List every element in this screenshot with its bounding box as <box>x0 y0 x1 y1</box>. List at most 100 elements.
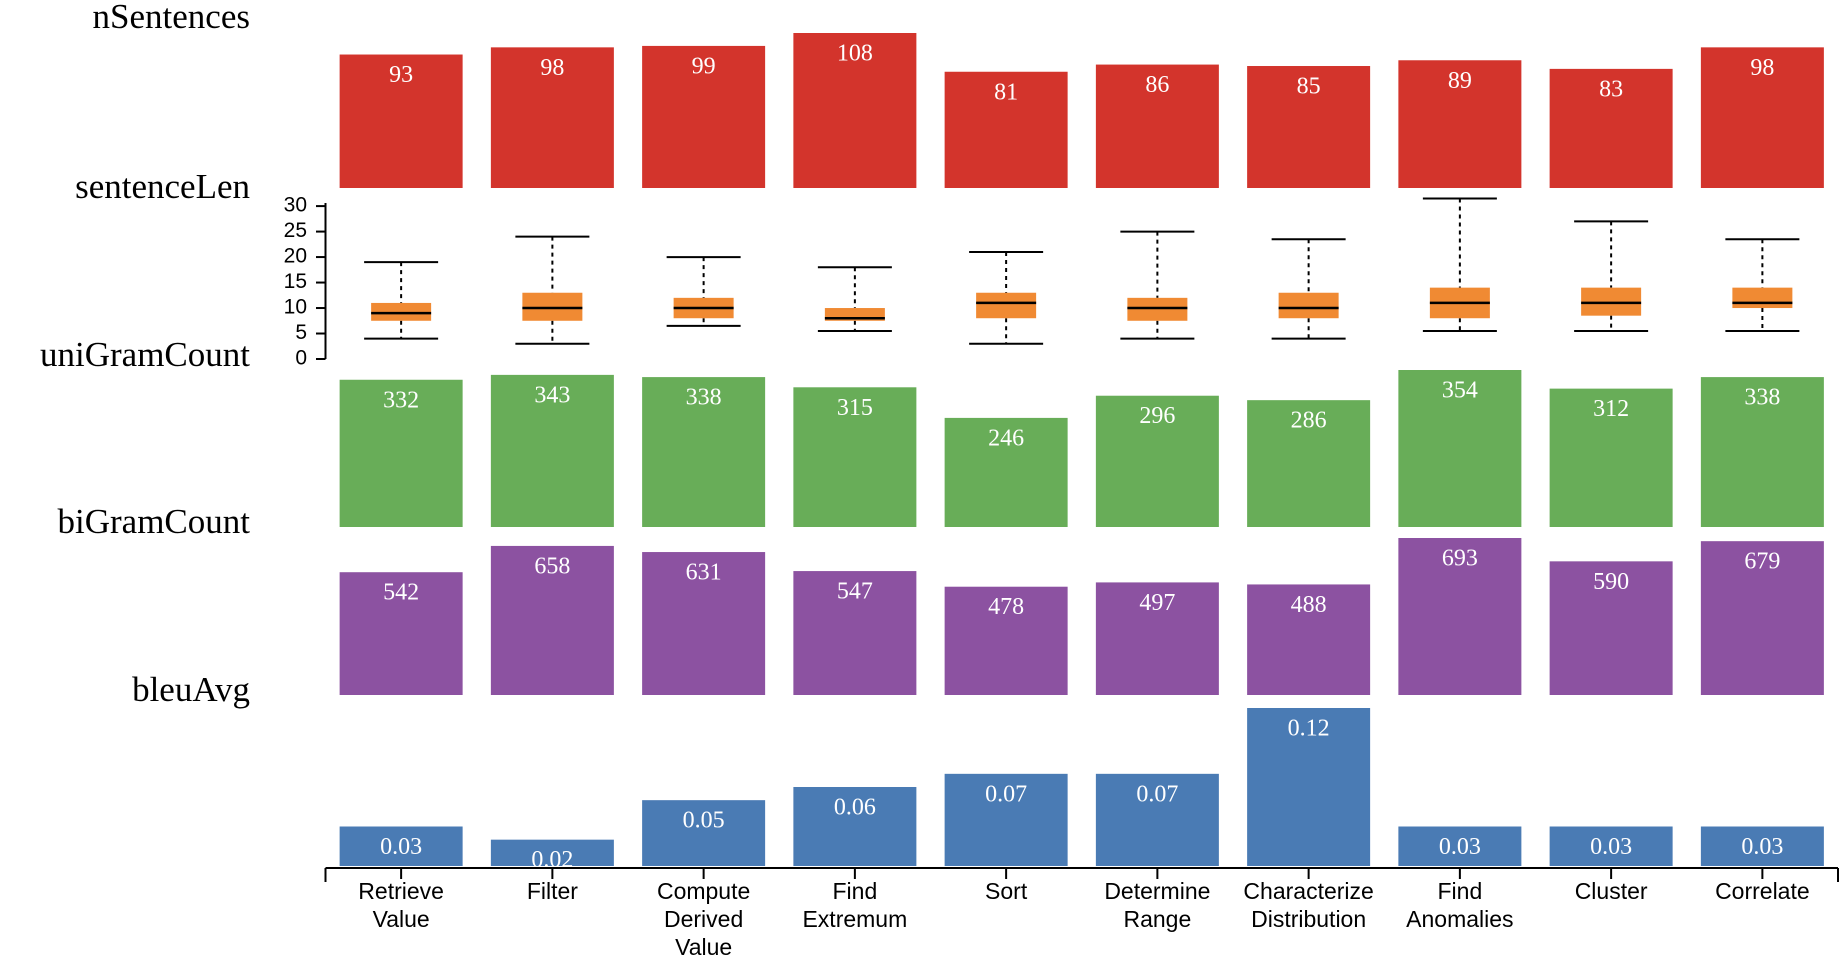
biGramCount-bar-5 <box>1095 582 1219 695</box>
sentenceLen-y-tick-label-1: 5 <box>295 321 307 344</box>
x-tick-label-line: Retrieve <box>358 878 444 904</box>
sentenceLen-iqr-box-6 <box>1278 292 1339 319</box>
bleuAvg-bar-1 <box>490 839 614 866</box>
uniGramCount-value-label-3: 315 <box>837 395 873 421</box>
sentenceLen-iqr-box-8 <box>1581 287 1642 316</box>
sentenceLen-y-tick-label-2: 10 <box>284 296 307 319</box>
nSentences-value-label-0: 93 <box>389 62 413 88</box>
panel-title-biGramCount: biGramCount <box>58 502 251 541</box>
sentenceLen-box-8 <box>1574 220 1649 332</box>
biGramCount-bar-0 <box>339 572 463 695</box>
nSentences-value-label-2: 99 <box>692 53 716 79</box>
nSentences-bar-8 <box>1549 68 1673 188</box>
bleuAvg-bar-9 <box>1700 826 1824 866</box>
bleuAvg-bar-5 <box>1095 773 1219 866</box>
bleuAvg-value-label-8: 0.03 <box>1590 834 1632 860</box>
biGramCount-value-label-0: 542 <box>383 580 419 606</box>
biGramCount-value-label-9: 679 <box>1744 549 1780 575</box>
nSentences-bar-2 <box>642 45 766 188</box>
sentenceLen-y-tick-label-0: 0 <box>295 347 307 370</box>
x-tick-label-5: Determine Range <box>1104 878 1210 932</box>
sentenceLen-box-1 <box>515 235 590 345</box>
biGramCount-bar-3 <box>793 571 917 695</box>
x-tick-label-line: Sort <box>985 878 1028 904</box>
sentenceLen-y-tick-label-3: 15 <box>284 270 307 293</box>
biGramCount-value-label-4: 478 <box>988 594 1024 620</box>
nSentences-bar-4 <box>944 71 1068 188</box>
x-tick-label-line: Range <box>1123 906 1191 932</box>
x-tick-label-line: Anomalies <box>1406 906 1513 932</box>
biGramCount-bar-2 <box>642 552 766 695</box>
x-tick-label-line: Find <box>1438 878 1483 904</box>
biGramCount-bar-4 <box>944 586 1068 695</box>
panel-title-nSentences: nSentences <box>93 0 250 36</box>
panel-title-uniGramCount: uniGramCount <box>40 335 250 374</box>
sentenceLen-y-tick-label-6: 30 <box>284 194 307 217</box>
x-tick-label-0: Retrieve Value <box>358 878 444 932</box>
x-tick-label-3: Find Extremum <box>802 878 907 932</box>
biGramCount-value-label-1: 658 <box>534 553 570 579</box>
bleuAvg-value-label-0: 0.03 <box>380 834 422 860</box>
sentenceLen-iqr-box-0 <box>371 302 432 321</box>
biGramCount-value-label-8: 590 <box>1593 569 1629 595</box>
biGramCount-value-label-3: 547 <box>837 579 873 605</box>
nSentences-bar-0 <box>339 54 463 189</box>
panel-title-sentenceLen: sentenceLen <box>75 167 250 206</box>
x-tick-label-9: Correlate <box>1715 878 1810 904</box>
panel-title-bleuAvg: bleuAvg <box>132 670 250 709</box>
bleuAvg-value-label-5: 0.07 <box>1136 781 1178 807</box>
nSentences-bar-7 <box>1398 60 1522 188</box>
bleuAvg-value-label-9: 0.03 <box>1741 834 1783 860</box>
biGramCount-bar-1 <box>490 545 614 695</box>
uniGramCount-value-label-5: 296 <box>1139 403 1175 429</box>
uniGramCount-bar-0 <box>339 379 463 527</box>
sentenceLen-box-7 <box>1422 197 1497 332</box>
nSentences-value-label-6: 85 <box>1297 74 1321 100</box>
uniGramCount-bar-3 <box>793 387 917 527</box>
x-tick-label-2: Compute Derived Value <box>657 878 750 960</box>
nSentences-bar-6 <box>1247 66 1371 188</box>
x-tick-label-line: Cluster <box>1575 878 1648 904</box>
bleuAvg-value-label-3: 0.06 <box>834 795 876 821</box>
x-tick-label-line: Filter <box>527 878 578 904</box>
uniGramCount-value-label-9: 338 <box>1744 385 1780 411</box>
x-tick-label-line: Distribution <box>1251 906 1366 932</box>
biGramCount-value-label-2: 631 <box>686 560 722 586</box>
uniGramCount-value-label-8: 312 <box>1593 396 1629 422</box>
nSentences-bar-3 <box>793 33 917 188</box>
nSentences-value-label-3: 108 <box>837 41 873 67</box>
bleuAvg-value-label-7: 0.03 <box>1439 834 1481 860</box>
uniGramCount-bar-1 <box>490 374 614 527</box>
sentenceLen-box-3 <box>817 266 892 332</box>
x-tick-label-line: Compute <box>657 878 750 904</box>
x-tick-label-8: Cluster <box>1575 878 1648 904</box>
nSentences-bar-5 <box>1095 64 1219 188</box>
nSentences-value-label-1: 98 <box>540 55 564 81</box>
sentenceLen-box-0 <box>364 261 439 340</box>
uniGramCount-value-label-7: 354 <box>1442 378 1478 404</box>
x-tick-label-line: Extremum <box>802 906 907 932</box>
sentenceLen-iqr-box-5 <box>1127 297 1188 321</box>
sentenceLen-y-tick-label-4: 20 <box>284 245 307 268</box>
bleuAvg-value-label-6: 0.12 <box>1288 716 1330 742</box>
biGramCount-bar-8 <box>1549 561 1673 695</box>
sentenceLen-box-9 <box>1725 238 1800 332</box>
nSentences-value-label-5: 86 <box>1145 72 1169 98</box>
nSentences-bar-1 <box>490 47 614 188</box>
bleuAvg-bar-8 <box>1549 826 1673 866</box>
uniGramCount-value-label-1: 343 <box>534 382 570 408</box>
bleuAvg-bar-4 <box>944 773 1068 866</box>
bleuAvg-value-label-4: 0.07 <box>985 781 1027 807</box>
sentenceLen-box-6 <box>1271 238 1346 340</box>
x-tick-label-7: Find Anomalies <box>1406 878 1513 932</box>
x-tick-label-line: Derived <box>664 906 743 932</box>
bleuAvg-value-label-2: 0.05 <box>683 808 725 834</box>
sentenceLen-iqr-box-9 <box>1732 287 1793 309</box>
uniGramCount-bar-4 <box>944 417 1068 527</box>
x-tick-label-line: Value <box>373 906 430 932</box>
uniGramCount-bar-9 <box>1700 377 1824 527</box>
x-tick-label-line: Value <box>675 934 732 960</box>
x-tick-label-line: Correlate <box>1715 878 1810 904</box>
sentenceLen-iqr-box-4 <box>976 292 1037 319</box>
